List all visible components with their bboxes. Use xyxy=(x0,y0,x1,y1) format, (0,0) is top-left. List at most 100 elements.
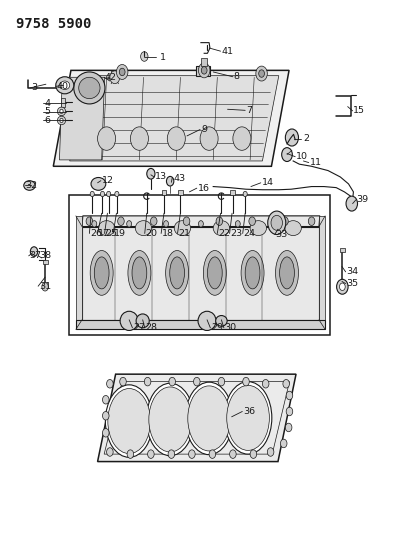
Ellipse shape xyxy=(165,251,188,295)
Circle shape xyxy=(130,127,148,150)
Ellipse shape xyxy=(60,81,70,90)
Circle shape xyxy=(102,411,109,420)
Text: 17: 17 xyxy=(98,229,110,238)
Circle shape xyxy=(255,66,267,81)
Text: 40: 40 xyxy=(56,82,68,91)
Ellipse shape xyxy=(132,257,146,289)
Text: 10: 10 xyxy=(295,152,307,161)
Text: 27: 27 xyxy=(133,324,145,332)
Circle shape xyxy=(102,429,109,437)
Text: 8: 8 xyxy=(233,72,239,81)
Circle shape xyxy=(249,450,256,458)
Circle shape xyxy=(106,379,113,388)
Text: 2: 2 xyxy=(303,134,309,143)
Circle shape xyxy=(243,191,247,197)
Ellipse shape xyxy=(275,251,298,295)
Ellipse shape xyxy=(94,257,109,289)
Circle shape xyxy=(97,127,115,150)
Ellipse shape xyxy=(24,181,35,190)
Polygon shape xyxy=(97,374,295,462)
Circle shape xyxy=(115,191,119,197)
Circle shape xyxy=(127,450,133,458)
Circle shape xyxy=(106,191,110,197)
Ellipse shape xyxy=(279,257,294,289)
Circle shape xyxy=(92,221,97,227)
Circle shape xyxy=(117,217,124,225)
Circle shape xyxy=(216,217,222,225)
Ellipse shape xyxy=(57,107,65,116)
Circle shape xyxy=(168,450,174,458)
Ellipse shape xyxy=(148,387,191,452)
Circle shape xyxy=(163,221,168,227)
Text: 36: 36 xyxy=(243,407,255,416)
Circle shape xyxy=(144,377,151,386)
Ellipse shape xyxy=(108,389,150,454)
Bar xyxy=(230,190,235,195)
Text: 34: 34 xyxy=(346,268,358,276)
Circle shape xyxy=(270,215,282,230)
Ellipse shape xyxy=(91,177,106,190)
Polygon shape xyxy=(53,70,288,166)
Ellipse shape xyxy=(74,72,105,104)
Text: 41: 41 xyxy=(221,47,233,55)
Polygon shape xyxy=(76,216,82,328)
Text: 22: 22 xyxy=(218,229,229,238)
Text: 25: 25 xyxy=(105,229,117,238)
Bar xyxy=(61,98,65,107)
Circle shape xyxy=(198,221,203,227)
Circle shape xyxy=(336,279,347,294)
Circle shape xyxy=(267,211,285,235)
Circle shape xyxy=(280,439,286,448)
Text: 1: 1 xyxy=(160,53,166,61)
Circle shape xyxy=(262,379,268,388)
Text: 14: 14 xyxy=(261,179,273,187)
Circle shape xyxy=(285,407,292,416)
Ellipse shape xyxy=(136,314,149,328)
Text: 6: 6 xyxy=(44,116,50,125)
Text: 12: 12 xyxy=(101,176,113,185)
Circle shape xyxy=(166,176,173,186)
Ellipse shape xyxy=(187,386,230,451)
Text: 26: 26 xyxy=(90,229,102,238)
Circle shape xyxy=(229,450,236,458)
Ellipse shape xyxy=(57,116,65,125)
Circle shape xyxy=(285,391,292,400)
Circle shape xyxy=(201,67,207,74)
Ellipse shape xyxy=(203,251,226,295)
Circle shape xyxy=(235,221,240,227)
Circle shape xyxy=(86,217,92,225)
Circle shape xyxy=(198,63,209,78)
Text: 16: 16 xyxy=(197,184,209,192)
Polygon shape xyxy=(70,76,278,161)
Ellipse shape xyxy=(98,221,115,236)
Circle shape xyxy=(272,221,276,227)
Circle shape xyxy=(200,127,218,150)
Text: 29: 29 xyxy=(211,324,222,332)
Text: 33: 33 xyxy=(275,230,287,239)
Circle shape xyxy=(267,448,273,456)
Text: 9758 5900: 9758 5900 xyxy=(16,17,91,31)
Circle shape xyxy=(209,450,215,458)
Ellipse shape xyxy=(146,383,193,456)
Circle shape xyxy=(308,217,314,225)
Circle shape xyxy=(116,64,128,79)
Ellipse shape xyxy=(174,221,190,236)
Circle shape xyxy=(188,450,195,458)
Text: 7: 7 xyxy=(245,106,252,115)
Bar xyxy=(196,66,210,76)
Text: 38: 38 xyxy=(39,252,51,260)
Text: 9: 9 xyxy=(200,125,207,134)
Circle shape xyxy=(100,191,104,197)
Circle shape xyxy=(126,221,131,227)
Circle shape xyxy=(339,283,344,290)
Circle shape xyxy=(282,379,289,388)
Ellipse shape xyxy=(185,382,232,455)
Circle shape xyxy=(218,377,224,386)
Text: 24: 24 xyxy=(243,229,255,238)
Text: 3: 3 xyxy=(31,84,37,92)
Circle shape xyxy=(90,191,94,197)
Circle shape xyxy=(119,377,126,386)
Ellipse shape xyxy=(120,311,138,330)
Text: 23: 23 xyxy=(230,229,242,238)
Text: 20: 20 xyxy=(145,229,157,238)
